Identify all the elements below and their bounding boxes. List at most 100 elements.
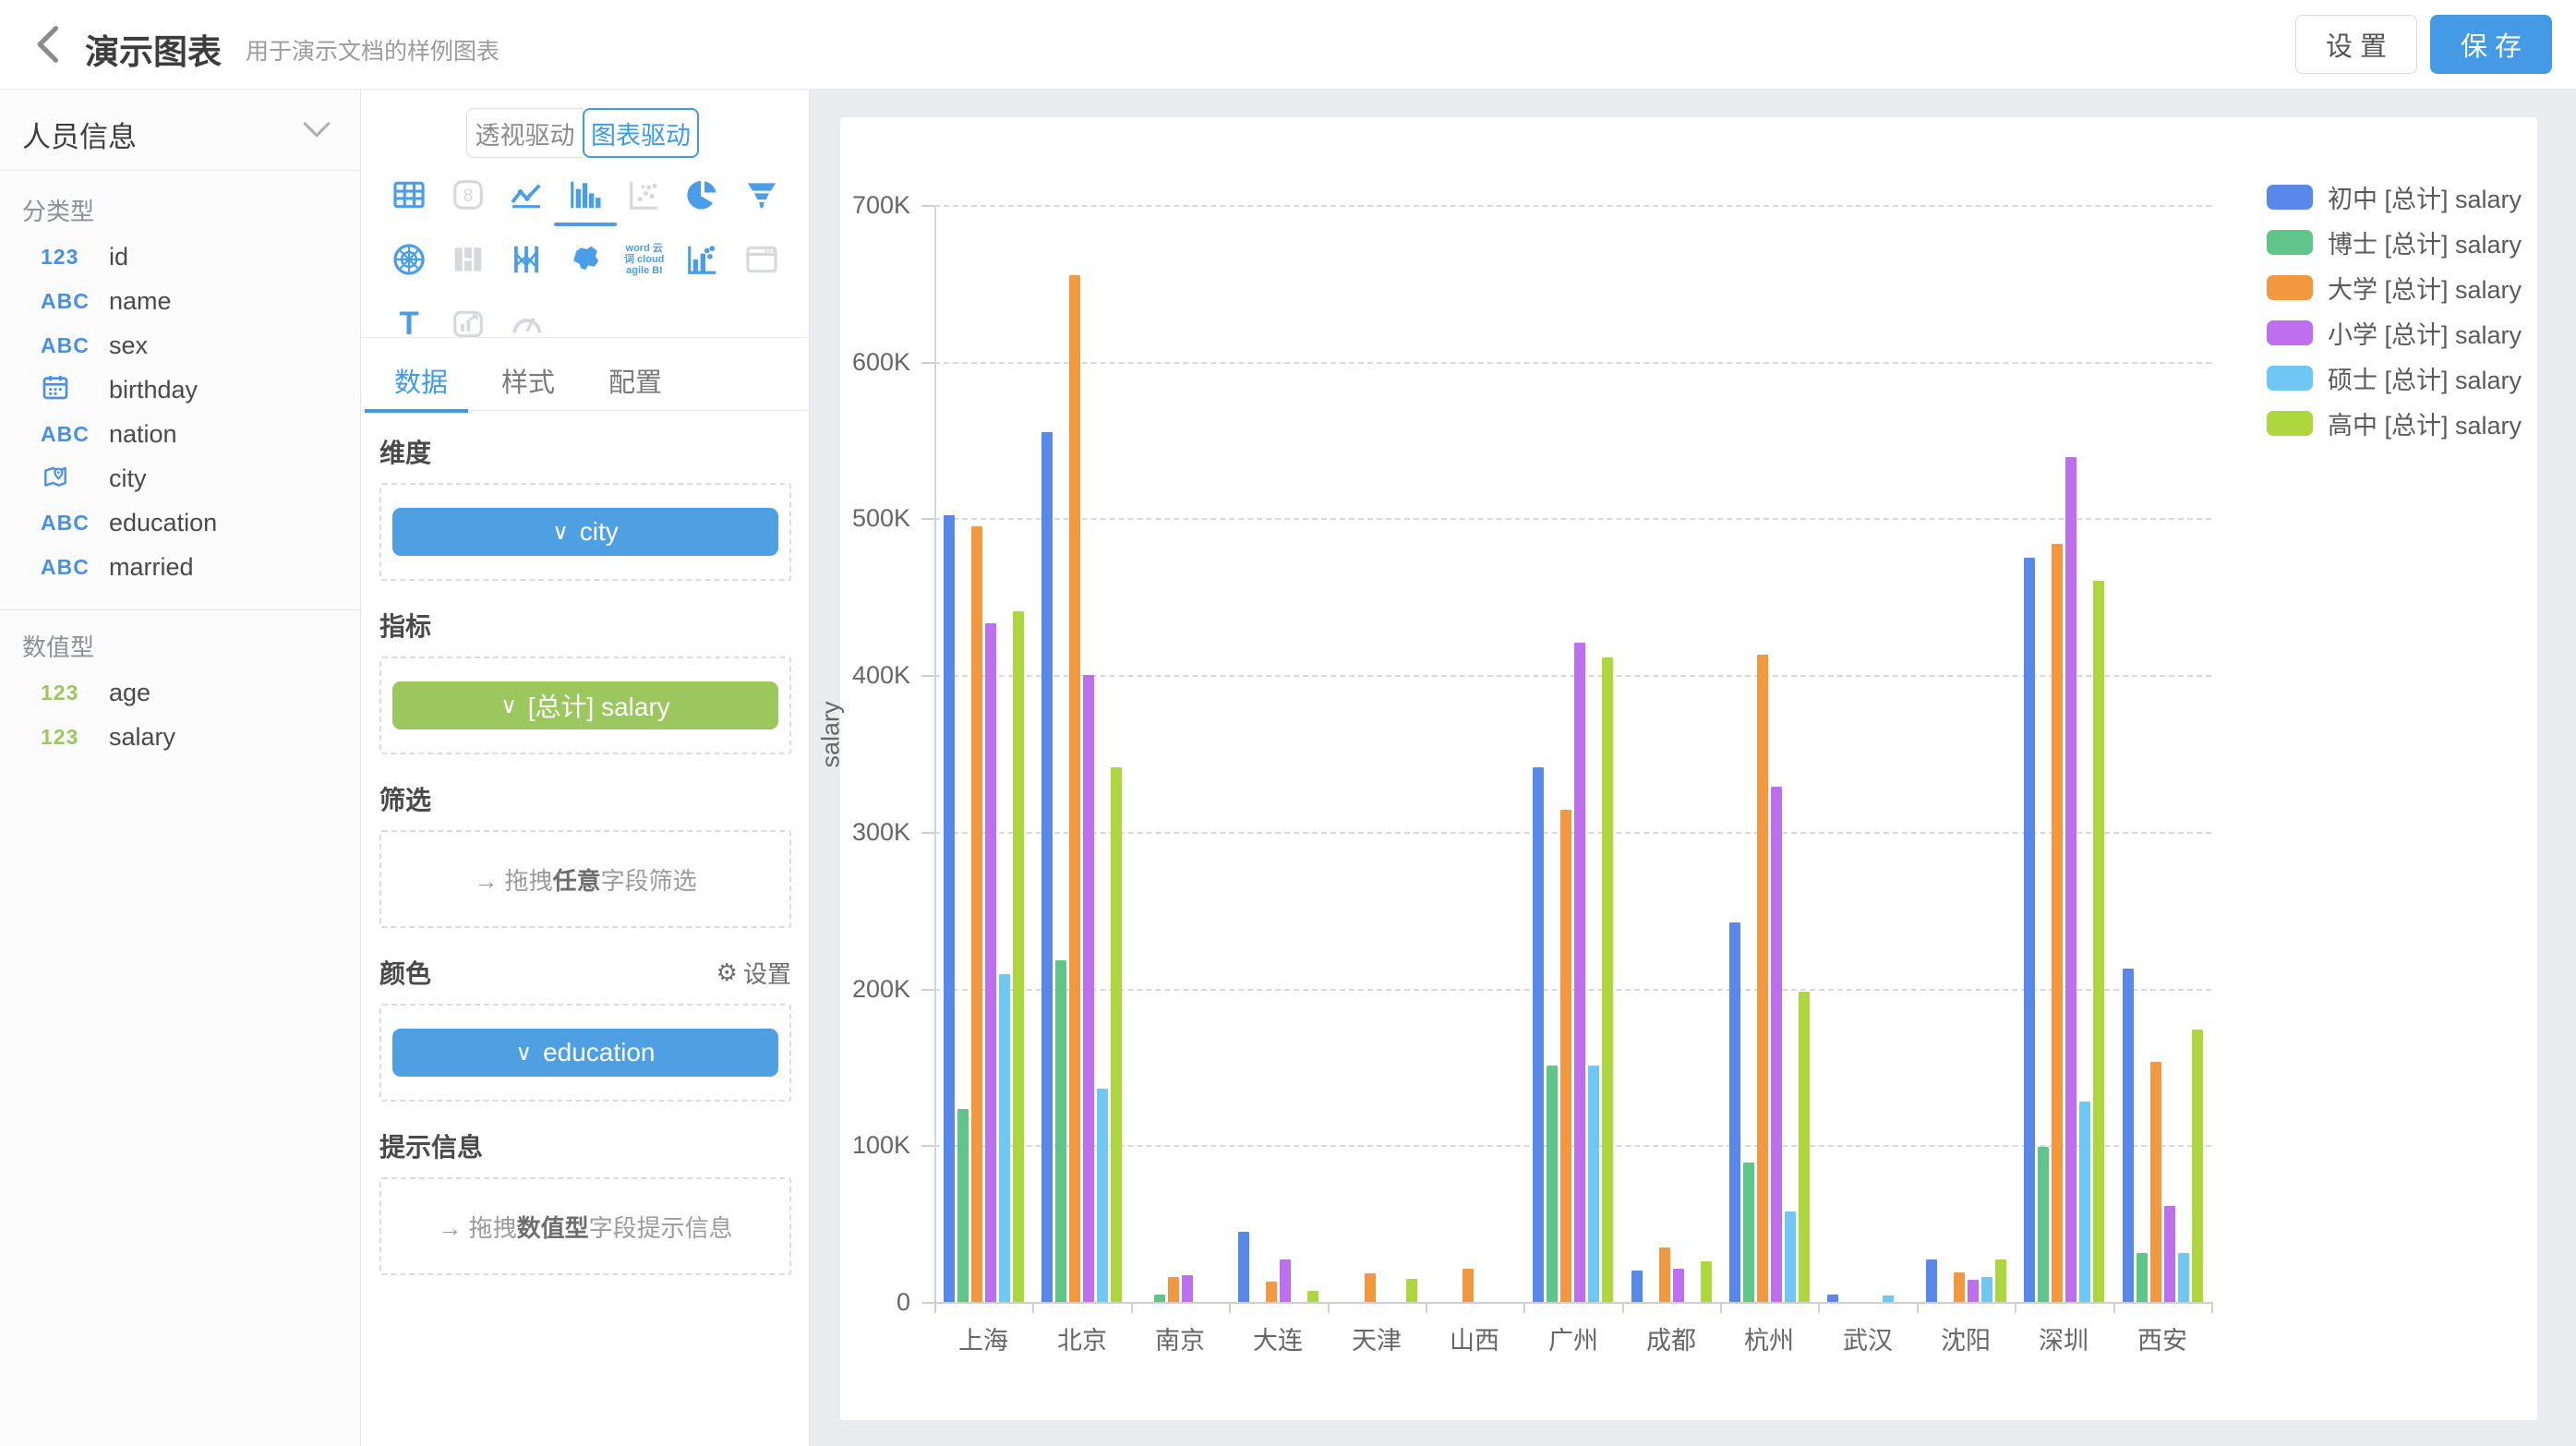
field-item-age[interactable]: 123 age: [0, 670, 360, 715]
bar[interactable]: [2051, 544, 2063, 1302]
bar[interactable]: [2023, 558, 2035, 1302]
bar[interactable]: [1237, 1232, 1249, 1302]
bar[interactable]: [2037, 1147, 2049, 1302]
tab-chart-driven[interactable]: 图表驱动: [583, 108, 699, 158]
bar[interactable]: [1153, 1295, 1165, 1302]
bar[interactable]: [1728, 922, 1740, 1302]
field-item-sex[interactable]: ABC sex: [0, 323, 360, 368]
tab-style[interactable]: 样式: [501, 368, 556, 398]
bar[interactable]: [2177, 1253, 2189, 1302]
bar[interactable]: [1672, 1269, 1684, 1302]
bar[interactable]: [1953, 1272, 1965, 1302]
bar[interactable]: [1054, 960, 1066, 1302]
legend-item[interactable]: 硕士 [总计] salary: [2267, 365, 2522, 394]
bar[interactable]: [1532, 767, 1544, 1302]
bar[interactable]: [984, 623, 996, 1302]
bar[interactable]: [1826, 1295, 1838, 1302]
bar[interactable]: [1658, 1247, 1670, 1302]
settings-button[interactable]: 设 置: [2295, 15, 2417, 74]
bar[interactable]: [957, 1109, 969, 1302]
filter-dropzone[interactable]: → 拖拽任意字段筛选: [379, 830, 791, 928]
bar[interactable]: [1041, 432, 1053, 1302]
bar[interactable]: [1559, 810, 1571, 1302]
bar[interactable]: [1012, 611, 1024, 1302]
chevron-down-icon[interactable]: [301, 119, 332, 141]
bar[interactable]: [2064, 457, 2076, 1302]
legend-item[interactable]: 高中 [总计] salary: [2267, 410, 2522, 440]
bar[interactable]: [1167, 1277, 1179, 1302]
bar[interactable]: [2136, 1253, 2148, 1302]
bar[interactable]: [1096, 1089, 1108, 1302]
field-item-name[interactable]: ABC name: [0, 279, 360, 323]
tab-pivot-driven[interactable]: 透视驱动: [466, 108, 583, 158]
color-chip-education[interactable]: ∨ education: [392, 1029, 778, 1077]
dimension-dropzone[interactable]: ∨ city: [379, 483, 791, 581]
bar[interactable]: [1110, 767, 1122, 1302]
bar[interactable]: [1573, 643, 1585, 1302]
legend-item[interactable]: 小学 [总计] salary: [2267, 319, 2522, 349]
bar[interactable]: [1980, 1277, 1992, 1302]
bar[interactable]: [970, 526, 982, 1302]
bar[interactable]: [998, 974, 1010, 1302]
legend-item[interactable]: 博士 [总计] salary: [2267, 229, 2522, 259]
bar[interactable]: [2163, 1206, 2175, 1302]
bar[interactable]: [1462, 1269, 1474, 1302]
bar[interactable]: [1181, 1275, 1193, 1302]
combo-chart-icon[interactable]: [674, 239, 733, 280]
bar[interactable]: [1756, 655, 1768, 1302]
tooltip-dropzone[interactable]: → 拖拽数值型字段提示信息: [379, 1177, 791, 1275]
bar[interactable]: [1784, 1211, 1796, 1302]
bar[interactable]: [1082, 675, 1094, 1302]
dimension-chip-city[interactable]: ∨ city: [392, 508, 778, 556]
bar[interactable]: [1546, 1066, 1558, 1302]
legend-item[interactable]: 大学 [总计] salary: [2267, 274, 2522, 304]
field-item-city[interactable]: city: [0, 456, 360, 500]
tab-config[interactable]: 配置: [608, 368, 663, 398]
word-cloud-icon[interactable]: word 云词 cloud agile BI: [624, 243, 665, 276]
field-item-salary[interactable]: 123 salary: [0, 715, 360, 759]
parallel-icon[interactable]: [497, 239, 556, 280]
line-chart-icon[interactable]: [497, 175, 556, 215]
field-item-nation[interactable]: ABC nation: [0, 412, 360, 456]
bar[interactable]: [1925, 1259, 1937, 1302]
radar-icon[interactable]: [379, 239, 439, 280]
bar[interactable]: [1265, 1282, 1277, 1302]
bar[interactable]: [2149, 1062, 2161, 1302]
table-icon[interactable]: [379, 175, 439, 215]
pie-chart-icon[interactable]: [674, 175, 733, 215]
dataset-header[interactable]: 人员信息: [0, 90, 360, 171]
bar[interactable]: [1798, 992, 1810, 1302]
bar[interactable]: [1279, 1259, 1291, 1302]
tab-data[interactable]: 数据: [394, 368, 449, 398]
bar[interactable]: [1770, 787, 1782, 1302]
bar[interactable]: [2078, 1102, 2090, 1302]
china-map-icon[interactable]: [556, 239, 615, 280]
bar[interactable]: [1601, 657, 1613, 1302]
color-settings-button[interactable]: ⚙ 设置: [716, 958, 791, 988]
bar[interactable]: [1700, 1261, 1712, 1302]
bar[interactable]: [1882, 1295, 1894, 1302]
bar[interactable]: [1994, 1259, 2006, 1302]
bar[interactable]: [1405, 1279, 1417, 1302]
back-button[interactable]: [26, 20, 74, 68]
field-item-id[interactable]: 123 id: [0, 235, 360, 279]
color-dropzone[interactable]: ∨ education: [379, 1004, 791, 1102]
measure-chip-salary[interactable]: ∨ [总计] salary: [392, 681, 778, 729]
bar[interactable]: [1587, 1066, 1599, 1302]
field-item-education[interactable]: ABC education: [0, 500, 360, 545]
save-button[interactable]: 保 存: [2430, 15, 2552, 74]
bar[interactable]: [1364, 1273, 1376, 1302]
measure-dropzone[interactable]: ∨ [总计] salary: [379, 657, 791, 754]
text-icon[interactable]: T: [379, 304, 439, 344]
bar[interactable]: [1742, 1163, 1754, 1302]
field-item-married[interactable]: ABC married: [0, 545, 360, 589]
bar[interactable]: [1068, 275, 1080, 1302]
bar-chart-icon[interactable]: [554, 175, 617, 226]
bar[interactable]: [2191, 1030, 2203, 1302]
funnel-icon[interactable]: [732, 175, 791, 215]
bar[interactable]: [2092, 581, 2104, 1302]
bar[interactable]: [1631, 1271, 1643, 1302]
bar[interactable]: [1306, 1291, 1318, 1302]
bar[interactable]: [1967, 1280, 1979, 1302]
legend-item[interactable]: 初中 [总计] salary: [2267, 184, 2522, 213]
